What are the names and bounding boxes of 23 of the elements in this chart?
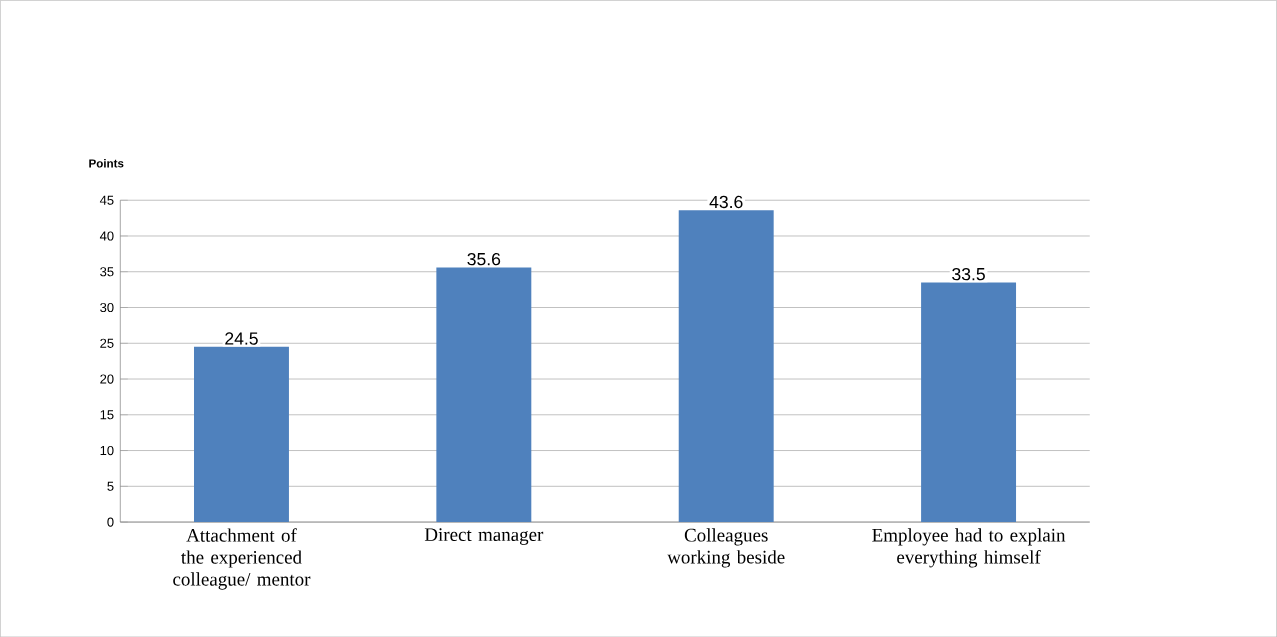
y-tick-label: 5 — [107, 481, 114, 491]
bar — [436, 267, 532, 522]
y-axis-title: Points — [89, 158, 124, 168]
x-tick-label: Attachment of the experienced colleague/ mentor — [173, 528, 311, 590]
x-tick-label: Employee had to explain everything himself — [872, 528, 1066, 568]
x-tick-label: Direct manager — [424, 528, 544, 545]
y-tick-label: 35 — [100, 266, 114, 277]
y-tick-label: 30 — [100, 302, 114, 312]
bar — [921, 282, 1017, 522]
y-tick-label: 15 — [100, 410, 114, 420]
y-tick-label: 20 — [100, 374, 114, 384]
y-tick-label: 40 — [99, 231, 114, 241]
y-tick-label: 0 — [107, 517, 114, 527]
y-tick-label: 10 — [100, 445, 114, 455]
data-label: 43.6 — [709, 195, 743, 208]
data-label: 33.5 — [952, 267, 985, 281]
bar — [678, 210, 774, 522]
y-tick-label: 45 — [99, 195, 114, 205]
data-label: 35.6 — [467, 252, 501, 266]
bar — [194, 346, 289, 522]
data-label: 24.5 — [225, 332, 258, 345]
x-tick-label: Colleagues working beside — [667, 528, 785, 568]
y-tick-label: 25 — [100, 338, 114, 348]
